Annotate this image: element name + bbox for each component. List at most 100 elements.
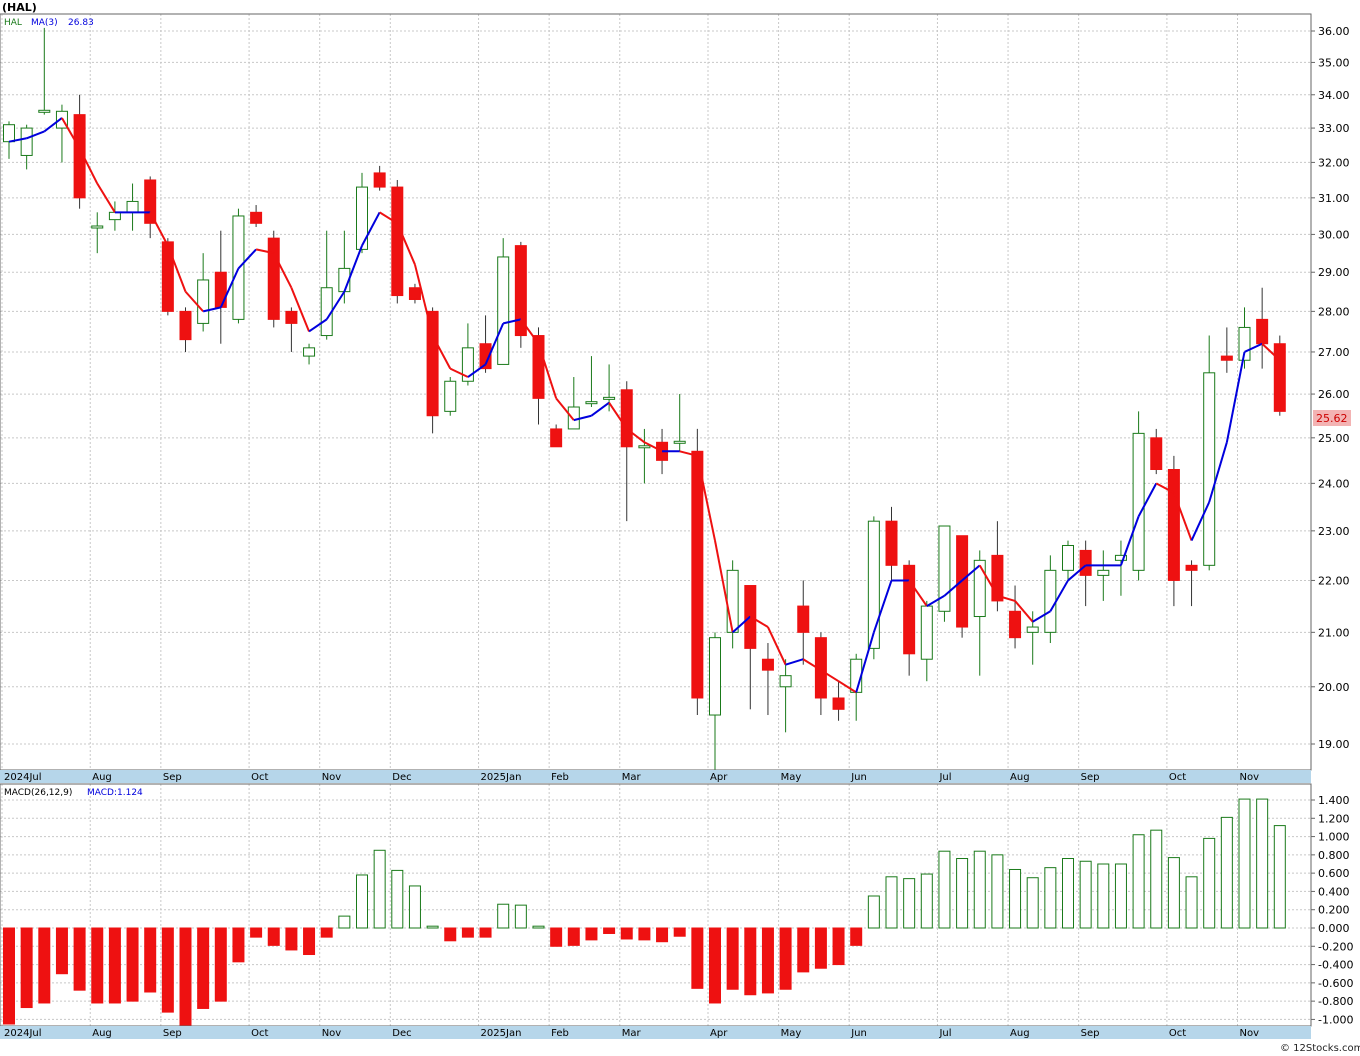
candle-down — [620, 389, 633, 448]
macd-bar-positive — [973, 850, 986, 929]
candle-down — [885, 520, 898, 566]
ma-segment — [467, 363, 487, 378]
ma-segment — [308, 318, 328, 333]
macd-bar-negative — [126, 927, 139, 1002]
macd-x-axis-band — [0, 1026, 1311, 1039]
price-month-label: Nov — [322, 772, 342, 783]
ma-segment — [978, 564, 999, 597]
ma-segment — [8, 137, 27, 143]
candle-up — [38, 109, 51, 113]
ma-segment — [413, 264, 434, 336]
candle-down — [179, 310, 192, 341]
macd-bar-negative — [850, 927, 863, 946]
ma-segment — [537, 343, 558, 399]
candle-down — [761, 658, 774, 671]
macd-bar-negative — [550, 927, 563, 947]
ma-segment — [219, 267, 240, 308]
macd-bar-negative — [638, 927, 651, 941]
ma-segment — [166, 245, 187, 292]
price-month-label: Nov — [1240, 772, 1260, 783]
candle-down — [250, 211, 263, 224]
chart-title: (HAL) — [2, 1, 37, 14]
price-y-tick-label: 30.00 — [1318, 228, 1350, 241]
price-y-tick-label: 26.00 — [1318, 388, 1350, 401]
last-price-tag-bg — [1313, 410, 1351, 426]
ma-segment — [926, 594, 945, 607]
candle-up — [303, 347, 316, 357]
price-y-tick-label: 25.00 — [1318, 432, 1350, 445]
ma-segment — [590, 401, 610, 417]
macd-bar-positive — [956, 858, 969, 929]
macd-bar-positive — [497, 903, 510, 929]
macd-bar-negative — [197, 927, 210, 1009]
ma-segment — [767, 626, 787, 666]
ma-segment — [1190, 501, 1211, 542]
price-x-axis: 2024Jul Aug Sep Oct Nov Dec 2025Jan Feb Mar Apr Ma… — [0, 770, 1311, 783]
macd-month-label: 2025Jan — [481, 1028, 522, 1039]
macd-y-axis: -1.000 -0.800 -0.600 -0.400 -0.200 0.000 0.200… — [1311, 794, 1353, 1026]
ma-segment — [1014, 600, 1034, 623]
ma-segment — [1225, 351, 1246, 443]
candle-up — [638, 445, 651, 449]
macd-month-label: Mar — [622, 1028, 642, 1039]
macd-bar-negative — [744, 927, 757, 996]
candle-down — [73, 114, 86, 199]
macd-bar-positive — [1238, 798, 1251, 929]
ma-segment — [997, 594, 1016, 602]
price-month-label: Sep — [1081, 772, 1100, 783]
ma-segment — [1120, 516, 1140, 566]
macd-bar-negative — [567, 927, 580, 946]
ma-segment — [696, 455, 716, 541]
ma-segment — [908, 579, 928, 607]
ma-segment — [785, 658, 804, 666]
price-y-tick-label: 34.00 — [1318, 89, 1350, 102]
ma-segment — [555, 397, 575, 421]
price-month-label: Oct — [1169, 772, 1186, 783]
candle-up — [356, 186, 368, 250]
ma-segment — [1049, 579, 1069, 612]
macd-bar-negative — [250, 927, 263, 938]
macd-month-label: 2024Jul — [4, 1028, 42, 1039]
last-price-tag: 25.62 — [1313, 410, 1351, 426]
macd-bar-positive — [356, 874, 368, 929]
macd-bar-negative — [91, 927, 104, 1004]
candle-up — [673, 440, 686, 444]
macd-bar-positive — [373, 849, 386, 929]
candle-up — [3, 124, 15, 143]
macd-month-label: Nov — [322, 1028, 342, 1039]
ma-segment — [96, 183, 116, 213]
macd-y-tick-label: 0.000 — [1318, 922, 1350, 935]
ma-segment — [1208, 442, 1228, 503]
macd-bar-negative — [479, 927, 492, 938]
price-y-tick-label: 21.00 — [1318, 626, 1350, 639]
ma-segment — [449, 367, 469, 378]
candle-up — [1097, 569, 1110, 576]
macd-month-label: Oct — [251, 1028, 268, 1039]
candle-up — [585, 401, 598, 405]
macd-month-label: Apr — [710, 1028, 728, 1039]
ma-segment — [679, 450, 698, 457]
candle-down — [1079, 549, 1092, 576]
price-y-tick-label: 20.00 — [1318, 681, 1350, 694]
ma-segment — [643, 441, 663, 453]
candle-down — [691, 450, 704, 699]
macd-y-tick-label: -0.400 — [1318, 959, 1353, 972]
candle-down — [550, 428, 563, 448]
legend-symbol: HAL — [4, 18, 22, 28]
ma-segment — [484, 323, 505, 365]
ma-segment — [943, 579, 963, 597]
macd-bar-negative — [673, 927, 686, 937]
ma-segment — [237, 248, 257, 270]
candle-down — [797, 605, 810, 633]
macd-month-label: Nov — [1240, 1028, 1260, 1039]
price-y-tick-label: 22.00 — [1318, 574, 1350, 587]
ma-segment — [202, 306, 222, 313]
candle-up — [920, 605, 933, 660]
price-grid — [0, 14, 1311, 770]
candle-up — [20, 127, 33, 156]
candle-down — [903, 564, 916, 655]
macd-month-label: Sep — [1081, 1028, 1100, 1039]
macd-bar-positive — [1026, 877, 1039, 929]
macd-bar-negative — [620, 927, 633, 940]
candle-up — [1238, 326, 1251, 361]
